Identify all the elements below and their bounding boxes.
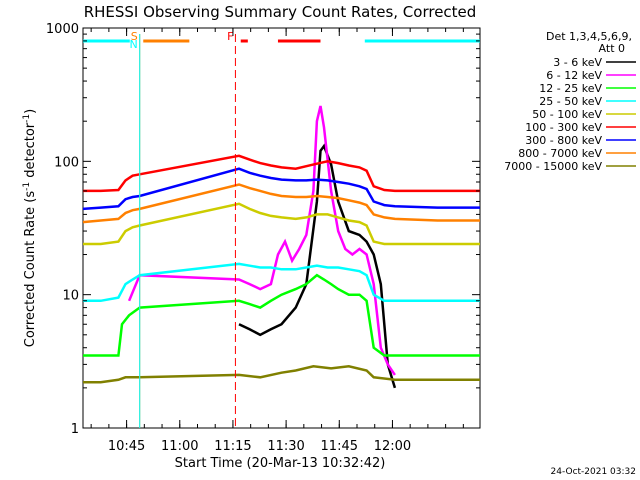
series-line-5 — [83, 154, 480, 193]
x-axis-label: Start Time (20-Mar-13 10:32:42) — [175, 456, 386, 471]
series-line-4 — [83, 202, 480, 246]
marker-label-2: F — [227, 30, 233, 43]
legend-header-line1: Det 1,3,4,5,6,9, — [546, 30, 632, 43]
legend-label-5: 100 - 300 keV — [525, 121, 602, 134]
series-line-1 — [127, 105, 396, 376]
x-tick-label: 11:30 — [267, 439, 304, 454]
y-tick-label: 10 — [62, 289, 79, 304]
series-line-7 — [82, 183, 480, 224]
legend-label-8: 7000 - 15000 keV — [504, 160, 602, 173]
marker-label-1: N — [129, 38, 137, 51]
x-tick-label: 10:45 — [108, 439, 145, 454]
series-line-2 — [83, 273, 480, 357]
y-tick-label: 1 — [71, 422, 79, 437]
legend-label-6: 300 - 800 keV — [525, 134, 602, 147]
footer-date: 24-Oct-2021 03:32 — [551, 467, 636, 477]
x-tick-label: 11:00 — [161, 439, 198, 454]
legend-label-2: 12 - 25 keV — [539, 82, 602, 95]
series-layer — [82, 105, 480, 389]
x-tick-label: 12:00 — [374, 439, 411, 454]
legend-label-1: 6 - 12 keV — [546, 69, 602, 82]
legend-header-line2: Att 0 — [599, 42, 625, 55]
legend-label-3: 25 - 50 keV — [539, 95, 602, 108]
legend-label-0: 3 - 6 keV — [553, 56, 602, 69]
x-tick-label: 11:45 — [321, 439, 358, 454]
y-axis: 1 10 100 1000 — [46, 22, 480, 437]
y-axis-label: Corrected Count Rate (s-1 detector-1) — [22, 109, 38, 347]
series-line-0 — [238, 143, 397, 389]
chart-title: RHESSI Observing Summary Count Rates, Co… — [84, 3, 477, 21]
y-tick-label: 1000 — [46, 22, 79, 37]
marker-label-0: S — [131, 30, 138, 43]
orbit-marker-layer: SN F — [83, 30, 480, 428]
x-tick-label: 11:15 — [214, 439, 251, 454]
series-line-8 — [83, 365, 480, 384]
y-tick-label: 100 — [54, 155, 79, 170]
legend-label-4: 50 - 100 keV — [532, 108, 602, 121]
x-axis: 10:45 11:00 11:15 11:30 11:45 12:00 — [90, 28, 464, 454]
series-line-3 — [83, 262, 480, 303]
legend-label-7: 800 - 7000 keV — [518, 147, 602, 160]
plot-frame — [82, 27, 481, 429]
series-line-6 — [82, 167, 480, 211]
